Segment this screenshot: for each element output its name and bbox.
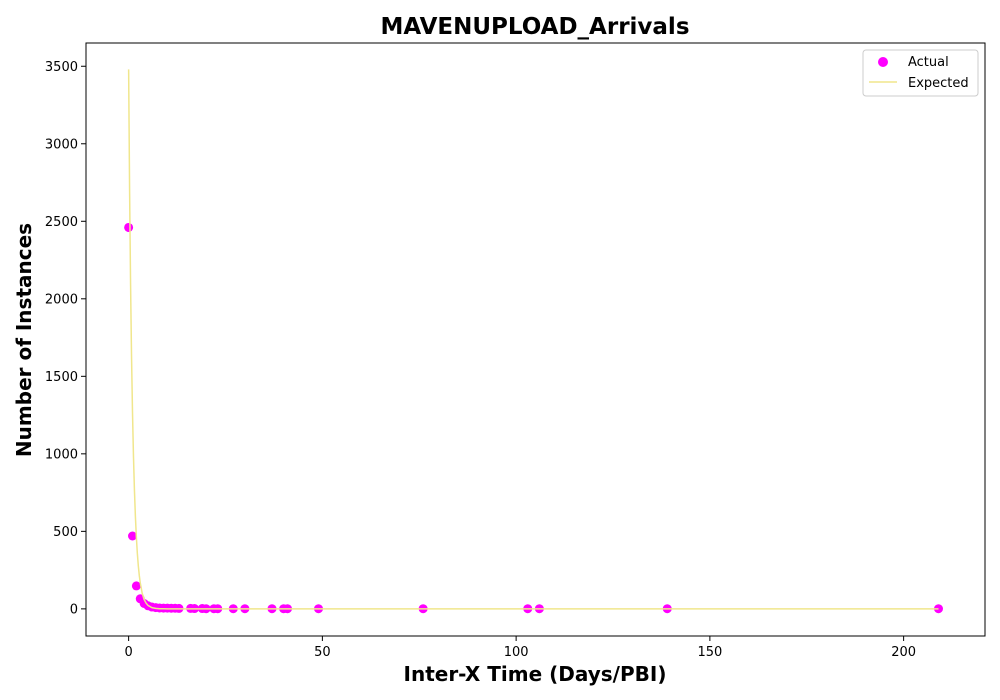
x-axis-label: Inter-X Time (Days/PBI): [404, 662, 667, 686]
x-tick-label: 100: [504, 645, 529, 660]
y-tick-label: 500: [53, 525, 78, 540]
y-tick-label: 1000: [45, 447, 78, 462]
x-tick-label: 150: [697, 645, 722, 660]
actual-point: [131, 581, 141, 591]
plot-frame: [85, 42, 986, 637]
actual-point: [124, 222, 134, 232]
y-tick-label: 2000: [45, 292, 78, 307]
legend-actual-marker: [878, 57, 888, 67]
legend-expected-label: Expected: [908, 76, 969, 91]
y-tick-label: 0: [70, 602, 78, 617]
legend: Actual Expected: [862, 49, 979, 97]
chart-title: MAVENUPLOAD_Arrivals: [380, 14, 689, 40]
legend-actual-label: Actual: [908, 55, 949, 70]
y-tick-label: 2500: [45, 215, 78, 230]
x-tick-label: 50: [314, 645, 331, 660]
x-tick-label: 0: [124, 645, 132, 660]
expected-line: [127, 69, 939, 610]
y-tick-label: 1500: [45, 370, 78, 385]
y-axis-label: Number of Instances: [12, 223, 36, 457]
y-tick-label: 3000: [45, 137, 78, 152]
plot-area: [124, 69, 943, 614]
y-tick-label: 3500: [45, 60, 78, 75]
actual-point: [128, 531, 137, 541]
legend-box: [862, 49, 979, 97]
x-tick-label: 200: [891, 645, 916, 660]
y-axis: 0 500 1000 1500 2000 2500 3000 3500: [45, 60, 86, 617]
x-axis: 0 50 100 150 200: [124, 636, 916, 660]
